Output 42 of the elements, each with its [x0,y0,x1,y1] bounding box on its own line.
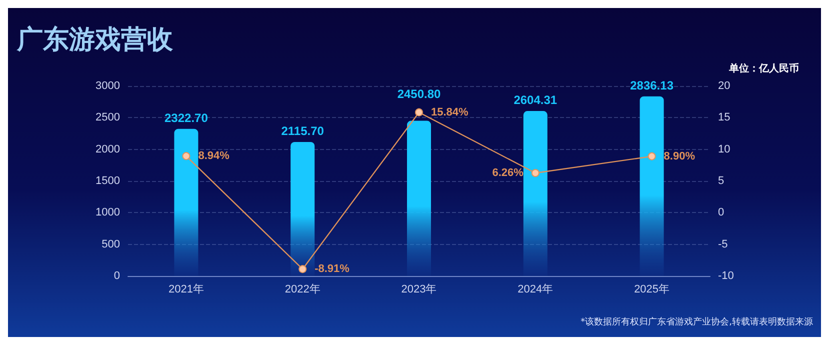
chart-title: 广东游戏营收 [16,25,174,55]
y-tick-label: 500 [102,238,120,250]
y2-tick-label: -10 [718,270,734,282]
point [298,265,307,274]
x-tick-label: 2022年 [284,284,320,296]
y-tick-label: 0 [114,270,120,282]
x-tick-label: 2021年 [168,284,204,296]
data-label: 8.90% [664,150,696,162]
y-tick-label: 3000 [96,80,120,92]
y-tick-label: 1500 [96,175,120,187]
y-tick-label: 2500 [96,112,120,124]
text: *该数据所有权归广东省游戏产业协会,转载请表明数据来源 [580,316,814,328]
data-label: 2322.70 [164,110,208,125]
point [531,169,540,178]
point [182,152,190,160]
y-tick-label: 1000 [96,206,120,219]
x-tick-label: 2024年 [518,284,554,296]
y-tick-label: 2000 [96,143,120,156]
bar [523,111,548,276]
point [415,108,423,116]
point [648,152,656,160]
y2-tick-label: 10 [718,143,730,156]
x-tick-label: 2023年 [401,284,437,296]
y2-tick-label: 5 [718,175,724,187]
bar [290,142,315,276]
data-label: 6.26% [492,167,524,180]
bar [407,120,431,276]
data-label: 2450.80 [397,86,442,101]
x-tick-label: 2025年 [634,284,670,296]
data-label: 2115.70 [281,124,324,138]
data-label: 15.84% [431,106,469,118]
bar [174,128,198,276]
y2-tick-label: -5 [718,238,728,250]
data-label: 2604.31 [514,93,558,108]
data-label: 8.94% [198,150,230,162]
y2-tick-label: 20 [718,80,730,92]
data-label: -8.91% [314,263,350,276]
data-label: 2836.13 [630,78,674,92]
y2-tick-label: 0 [718,206,724,219]
bar [640,96,664,276]
y2-tick-label: 15 [718,112,730,124]
text: 单位：亿人民币 [728,62,799,74]
